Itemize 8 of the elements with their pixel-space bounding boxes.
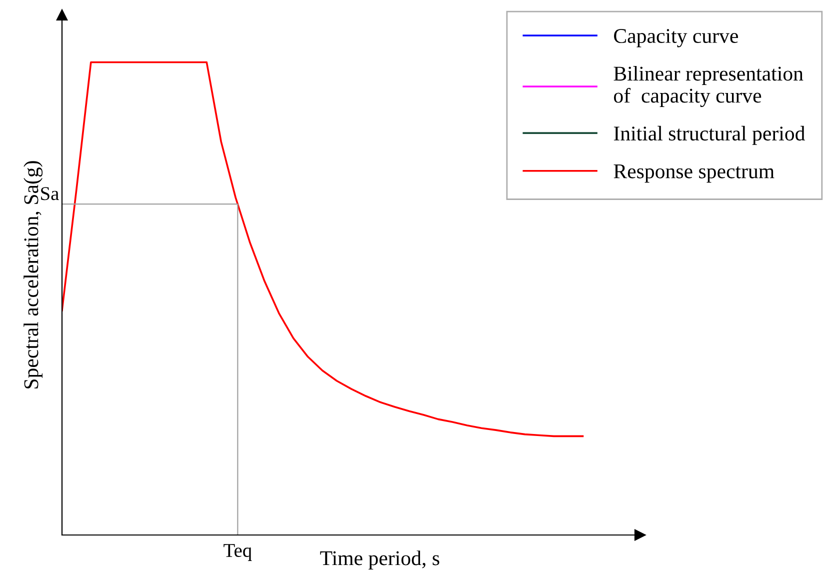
legend-label: Bilinear representation of capacity curve: [614, 66, 804, 108]
legend-label: Initial structural period: [614, 126, 805, 145]
text: Teq: [224, 544, 252, 561]
legend-label: Capacity curve: [614, 29, 738, 48]
y-axis-title: Spectral acceleration, Sa(g): [24, 161, 43, 388]
legend-label: Response spectrum: [614, 164, 774, 183]
ref-line-label: Sa: [41, 187, 59, 200]
x-axis-title: Time period, s: [320, 550, 440, 570]
